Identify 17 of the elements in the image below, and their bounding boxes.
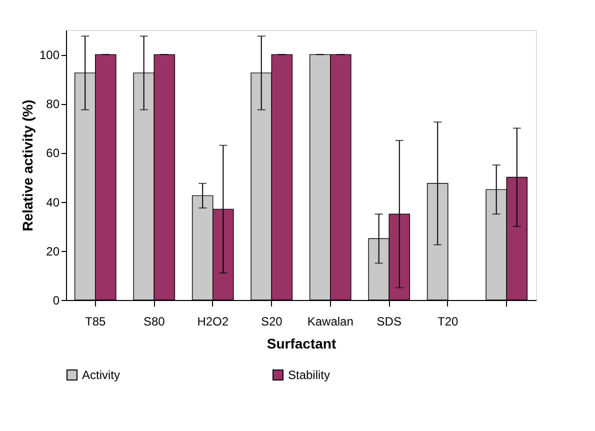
x-tick-label: H2O2 (197, 314, 229, 328)
x-tick-label: S20 (260, 314, 283, 328)
y-tick-label: 60 (46, 146, 60, 160)
y-tick-label: 80 (46, 97, 60, 112)
x-axis-title: Surfactant (266, 336, 336, 352)
x-tick-label: S80 (143, 314, 166, 328)
y-tick-label: 20 (46, 244, 60, 258)
x-tick-label: T85 (85, 314, 106, 328)
y-tick-label: 100 (39, 48, 60, 62)
x-tick-label: T20 (438, 314, 459, 328)
y-axis-title: Relative activity (%) (19, 100, 36, 232)
legend-label: Stability (288, 368, 330, 382)
y-tick-label: 0 (52, 294, 60, 308)
y-tick-label: 40 (46, 195, 60, 210)
x-tick-label: SDS (376, 314, 402, 328)
legend-label: Activity (82, 368, 120, 382)
x-tick-label: Kawalan (307, 314, 354, 328)
